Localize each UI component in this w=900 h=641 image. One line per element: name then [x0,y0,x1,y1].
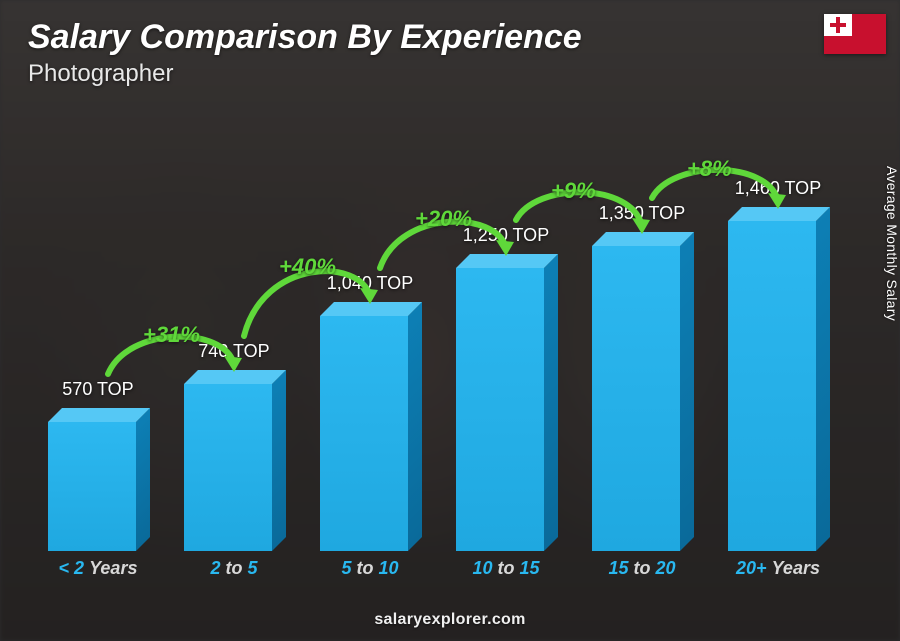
chart-title: Salary Comparison By Experience [28,18,582,57]
change-arc [30,149,850,579]
chart-subtitle: Photographer [28,60,173,88]
chart-area: 570 TOP< 2 Years740 TOP2 to 51,040 TOP5 … [30,149,850,579]
chart-container: Salary Comparison By Experience Photogra… [0,0,900,641]
flag-icon [824,14,886,54]
footer-attribution: salaryexplorer.com [0,611,900,629]
change-label: +8% [687,156,732,182]
y-axis-label: Average Monthly Salary [884,166,900,321]
